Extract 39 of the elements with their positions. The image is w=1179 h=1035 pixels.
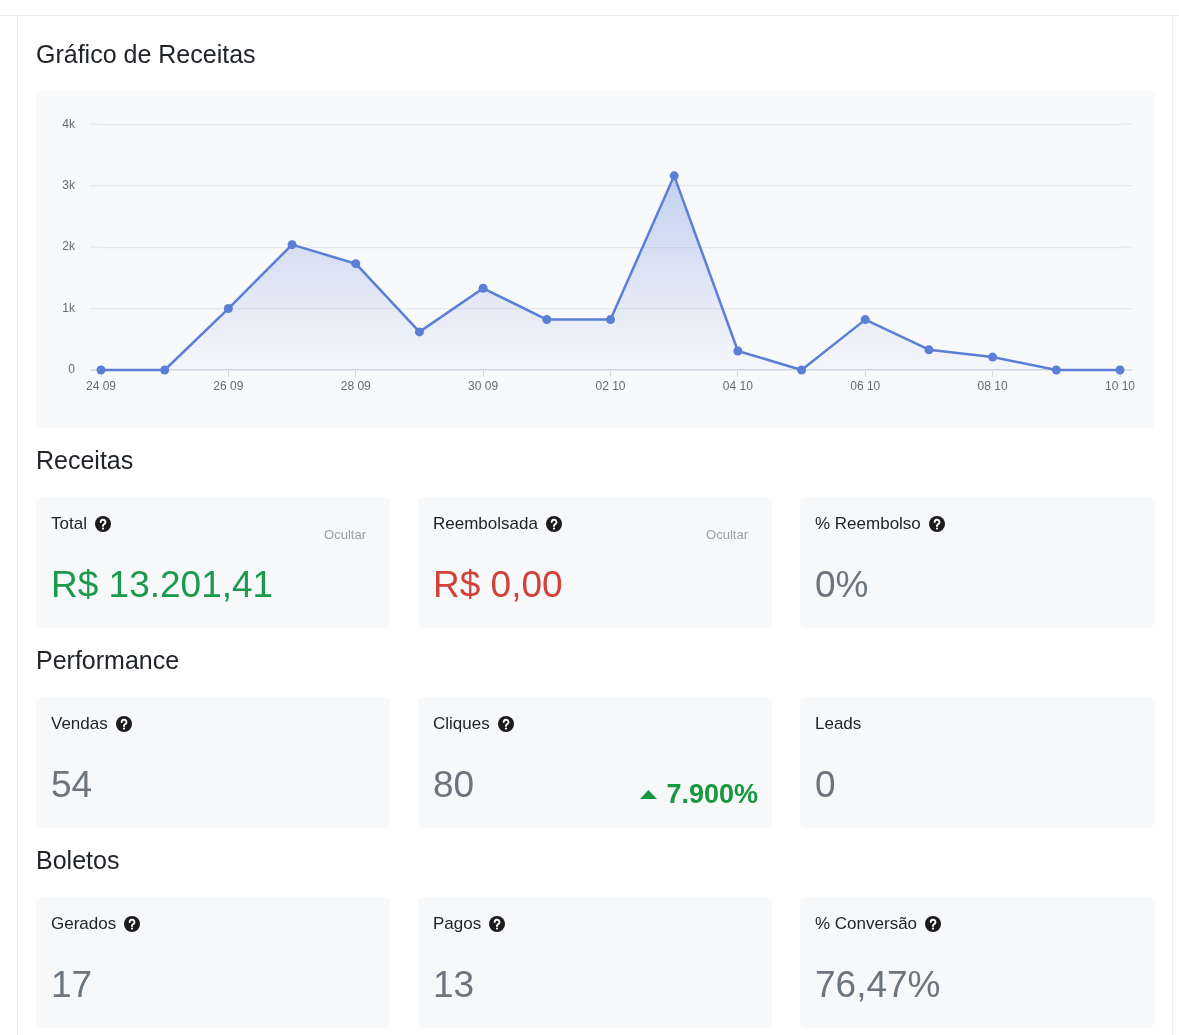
text: Ocultar bbox=[324, 527, 366, 542]
chart-title: Gráfico de Receitas bbox=[36, 39, 257, 69]
x-tick-label: 30 09 bbox=[468, 378, 499, 393]
category-label: Cliques bbox=[433, 714, 490, 734]
x-tick-label: 26 09 bbox=[213, 378, 244, 393]
x-tick-label: 06 10 bbox=[850, 378, 881, 393]
category-label: % Conversão bbox=[815, 914, 918, 934]
y-tick-label: 0 bbox=[68, 362, 76, 377]
text: Performance bbox=[36, 645, 181, 675]
text: R$ 13.201,41 bbox=[51, 564, 274, 605]
text: 13 bbox=[433, 964, 475, 1005]
category-label: Gerados bbox=[51, 914, 117, 934]
category-label: Pagos bbox=[433, 914, 482, 934]
x-tick-label: 10 10 bbox=[1104, 378, 1136, 393]
y-tick-label: 1k bbox=[62, 300, 76, 315]
y-tick-label: 3k bbox=[62, 177, 76, 192]
y-tick-label: 4k bbox=[62, 116, 76, 131]
text: 7.900% bbox=[666, 779, 758, 809]
text: 76,47% bbox=[815, 964, 941, 1005]
text: Receitas bbox=[36, 445, 135, 475]
text: R$ 0,00 bbox=[433, 564, 563, 605]
x-tick-label: 08 10 bbox=[977, 378, 1008, 393]
text: 17 bbox=[51, 964, 93, 1005]
x-tick-label: 04 10 bbox=[722, 378, 754, 393]
text: 0% bbox=[815, 564, 869, 605]
x-tick-label: 24 09 bbox=[85, 378, 117, 393]
category-label: Reembolsada bbox=[433, 514, 538, 534]
category-label: Vendas bbox=[51, 714, 108, 734]
text: 54 bbox=[51, 764, 93, 805]
text: Boletos bbox=[36, 845, 121, 875]
text: Ocultar bbox=[706, 527, 748, 542]
x-tick-label: 02 10 bbox=[595, 378, 626, 393]
text: 0 bbox=[815, 764, 836, 805]
category-label: % Reembolso bbox=[815, 514, 921, 534]
y-tick-label: 2k bbox=[62, 239, 76, 254]
category-label: Total bbox=[51, 514, 87, 534]
x-tick-label: 28 09 bbox=[340, 378, 372, 393]
text: 80 bbox=[433, 764, 475, 805]
category-label: Leads bbox=[815, 714, 862, 734]
